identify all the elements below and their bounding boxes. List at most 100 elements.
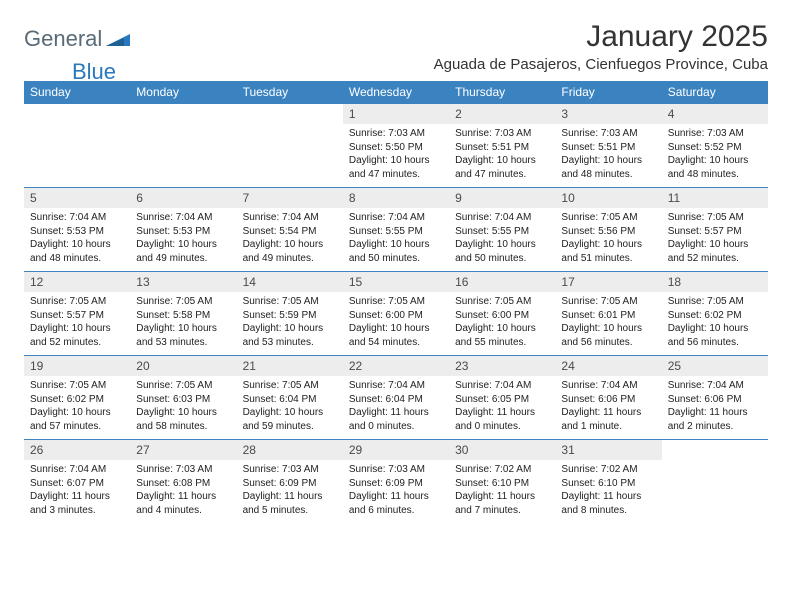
day-number-cell: 4 <box>662 104 768 125</box>
day-detail-cell: Sunrise: 7:02 AMSunset: 6:10 PMDaylight:… <box>555 460 661 523</box>
day-detail-cell: Sunrise: 7:03 AMSunset: 5:50 PMDaylight:… <box>343 124 449 188</box>
day-number: 16 <box>449 272 555 292</box>
weekday-header: Tuesday <box>237 81 343 104</box>
day-number: 1 <box>343 104 449 124</box>
day-number <box>130 104 236 124</box>
day-detail-cell: Sunrise: 7:04 AMSunset: 6:05 PMDaylight:… <box>449 376 555 440</box>
day-number-cell: 22 <box>343 356 449 377</box>
daynum-row: 262728293031 <box>24 440 768 461</box>
day-detail-cell: Sunrise: 7:04 AMSunset: 5:55 PMDaylight:… <box>449 208 555 272</box>
day-detail-cell: Sunrise: 7:05 AMSunset: 6:01 PMDaylight:… <box>555 292 661 356</box>
day-detail-cell: Sunrise: 7:05 AMSunset: 5:57 PMDaylight:… <box>24 292 130 356</box>
header: General January 2025 Aguada de Pasajeros… <box>24 20 768 73</box>
day-number <box>237 104 343 124</box>
day-detail-cell: Sunrise: 7:05 AMSunset: 6:03 PMDaylight:… <box>130 376 236 440</box>
detail-row: Sunrise: 7:05 AMSunset: 5:57 PMDaylight:… <box>24 292 768 356</box>
day-number: 6 <box>130 188 236 208</box>
day-number: 30 <box>449 440 555 460</box>
day-detail-cell: Sunrise: 7:03 AMSunset: 5:51 PMDaylight:… <box>555 124 661 188</box>
day-detail-cell: Sunrise: 7:05 AMSunset: 5:56 PMDaylight:… <box>555 208 661 272</box>
day-number-cell: 14 <box>237 272 343 293</box>
weekday-header-row: SundayMondayTuesdayWednesdayThursdayFrid… <box>24 81 768 104</box>
day-number-cell: 3 <box>555 104 661 125</box>
day-number: 9 <box>449 188 555 208</box>
day-number-cell: 17 <box>555 272 661 293</box>
day-number: 20 <box>130 356 236 376</box>
day-number: 25 <box>662 356 768 376</box>
day-number: 7 <box>237 188 343 208</box>
day-number: 8 <box>343 188 449 208</box>
day-number: 26 <box>24 440 130 460</box>
day-detail-cell: Sunrise: 7:05 AMSunset: 5:59 PMDaylight:… <box>237 292 343 356</box>
day-number: 2 <box>449 104 555 124</box>
day-number-cell <box>237 104 343 125</box>
day-number: 24 <box>555 356 661 376</box>
day-number-cell: 9 <box>449 188 555 209</box>
day-number-cell: 20 <box>130 356 236 377</box>
day-number-cell: 19 <box>24 356 130 377</box>
day-number <box>24 104 130 124</box>
day-detail-cell: Sunrise: 7:04 AMSunset: 5:54 PMDaylight:… <box>237 208 343 272</box>
day-number-cell: 1 <box>343 104 449 125</box>
weekday-header: Thursday <box>449 81 555 104</box>
day-number: 15 <box>343 272 449 292</box>
day-number-cell: 15 <box>343 272 449 293</box>
day-number-cell: 12 <box>24 272 130 293</box>
calendar-page: General January 2025 Aguada de Pasajeros… <box>0 0 792 543</box>
day-number-cell: 30 <box>449 440 555 461</box>
day-detail-cell <box>24 124 130 188</box>
day-number-cell: 16 <box>449 272 555 293</box>
day-detail-cell: Sunrise: 7:04 AMSunset: 5:55 PMDaylight:… <box>343 208 449 272</box>
day-number-cell: 28 <box>237 440 343 461</box>
day-number: 18 <box>662 272 768 292</box>
day-number: 28 <box>237 440 343 460</box>
day-detail-cell: Sunrise: 7:04 AMSunset: 5:53 PMDaylight:… <box>24 208 130 272</box>
day-number: 19 <box>24 356 130 376</box>
day-detail-cell <box>130 124 236 188</box>
day-number: 31 <box>555 440 661 460</box>
weekday-header: Monday <box>130 81 236 104</box>
day-number-cell: 2 <box>449 104 555 125</box>
day-number-cell: 5 <box>24 188 130 209</box>
weekday-header: Wednesday <box>343 81 449 104</box>
day-number: 5 <box>24 188 130 208</box>
day-detail-cell: Sunrise: 7:05 AMSunset: 6:02 PMDaylight:… <box>662 292 768 356</box>
day-number: 13 <box>130 272 236 292</box>
day-number: 22 <box>343 356 449 376</box>
day-detail-cell: Sunrise: 7:05 AMSunset: 6:00 PMDaylight:… <box>449 292 555 356</box>
weekday-header: Saturday <box>662 81 768 104</box>
day-number-cell: 18 <box>662 272 768 293</box>
day-detail-cell: Sunrise: 7:02 AMSunset: 6:10 PMDaylight:… <box>449 460 555 523</box>
day-number-cell: 13 <box>130 272 236 293</box>
day-number-cell: 21 <box>237 356 343 377</box>
logo-text-blue: Blue <box>72 59 116 85</box>
day-number-cell: 24 <box>555 356 661 377</box>
day-number-cell: 25 <box>662 356 768 377</box>
day-number-cell: 8 <box>343 188 449 209</box>
day-number: 21 <box>237 356 343 376</box>
day-number-cell: 23 <box>449 356 555 377</box>
day-number-cell: 10 <box>555 188 661 209</box>
daynum-row: 19202122232425 <box>24 356 768 377</box>
day-number: 3 <box>555 104 661 124</box>
day-number-cell: 29 <box>343 440 449 461</box>
day-detail-cell: Sunrise: 7:05 AMSunset: 6:02 PMDaylight:… <box>24 376 130 440</box>
day-detail-cell: Sunrise: 7:04 AMSunset: 6:04 PMDaylight:… <box>343 376 449 440</box>
day-number: 4 <box>662 104 768 124</box>
day-detail-cell: Sunrise: 7:04 AMSunset: 5:53 PMDaylight:… <box>130 208 236 272</box>
day-number: 10 <box>555 188 661 208</box>
day-number: 29 <box>343 440 449 460</box>
detail-row: Sunrise: 7:03 AMSunset: 5:50 PMDaylight:… <box>24 124 768 188</box>
month-title: January 2025 <box>434 20 768 54</box>
day-detail-cell: Sunrise: 7:05 AMSunset: 6:00 PMDaylight:… <box>343 292 449 356</box>
day-detail-cell <box>237 124 343 188</box>
day-detail-cell: Sunrise: 7:04 AMSunset: 6:06 PMDaylight:… <box>662 376 768 440</box>
calendar-body: 1234 Sunrise: 7:03 AMSunset: 5:50 PMDayl… <box>24 104 768 524</box>
daynum-row: 12131415161718 <box>24 272 768 293</box>
location-text: Aguada de Pasajeros, Cienfuegos Province… <box>434 56 768 73</box>
day-number: 11 <box>662 188 768 208</box>
day-number-cell: 6 <box>130 188 236 209</box>
day-number-cell: 31 <box>555 440 661 461</box>
day-number-cell: 26 <box>24 440 130 461</box>
calendar-table: SundayMondayTuesdayWednesdayThursdayFrid… <box>24 81 768 523</box>
